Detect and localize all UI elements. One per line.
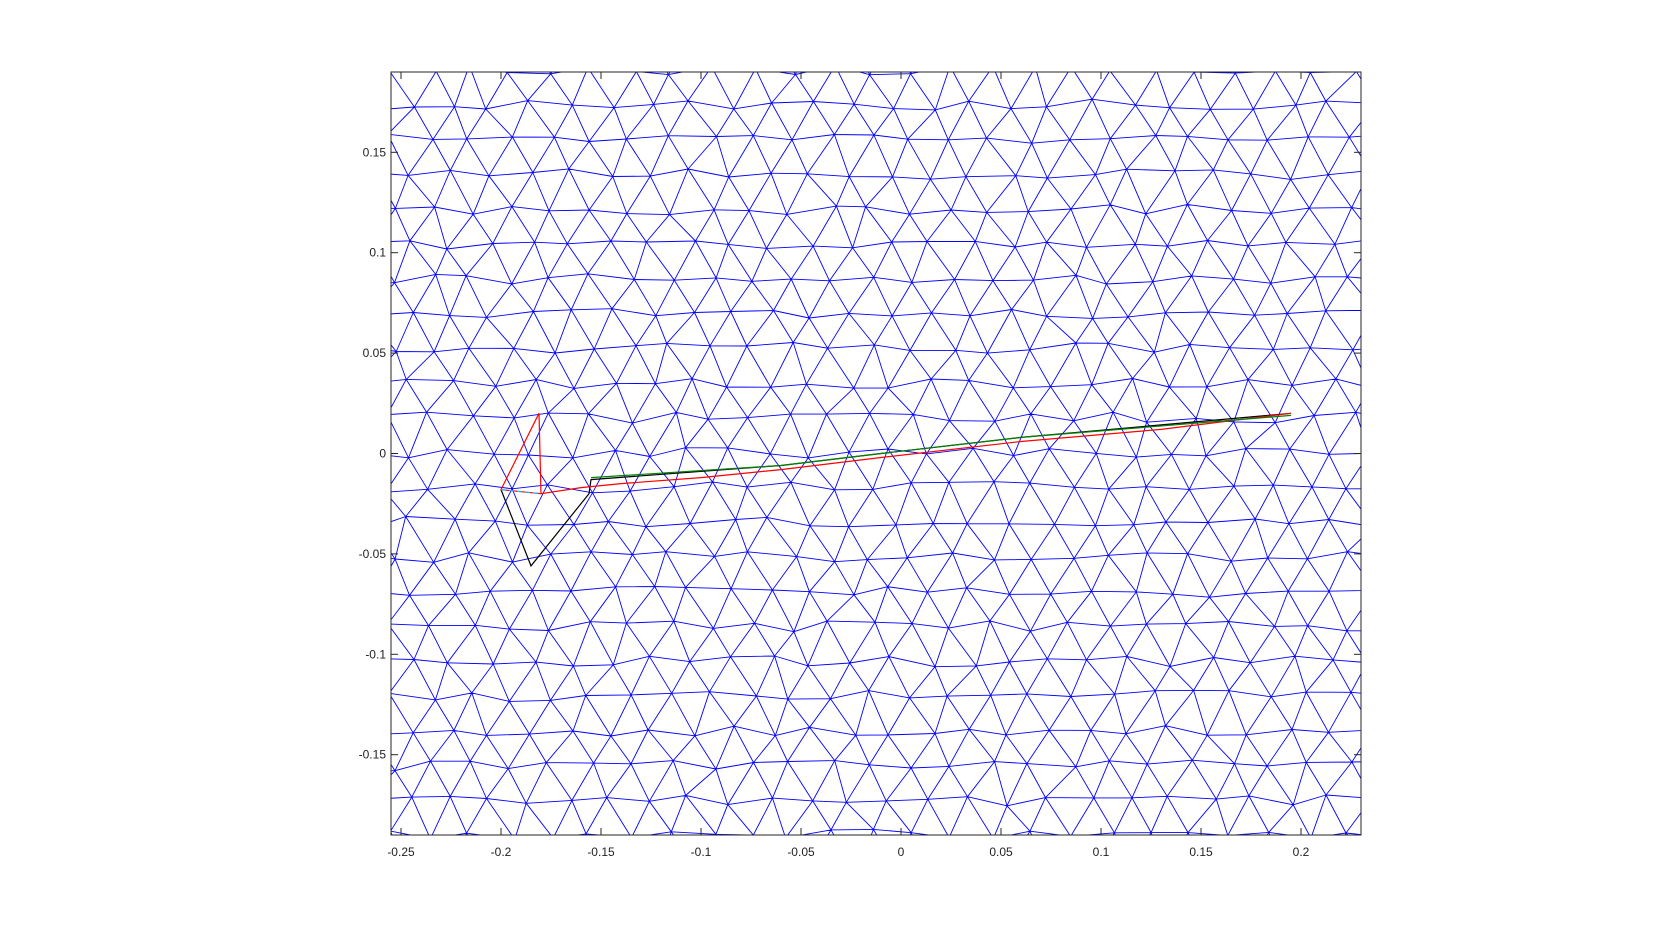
x-tick-label: 0.1 <box>1093 845 1110 859</box>
series-line-3 <box>590 414 1292 479</box>
mesh-edges <box>391 72 1361 835</box>
y-tick-label: 0.05 <box>363 346 387 360</box>
x-tick-label: -0.25 <box>387 845 415 859</box>
y-tick-label: 0.1 <box>369 246 386 260</box>
plot-area <box>390 71 1362 836</box>
x-axis-tick-labels: -0.25 -0.2 -0.15 -0.1 -0.05 0 0.05 0.1 0.15 0.2 <box>387 845 1309 859</box>
series-line-2 <box>500 412 1292 495</box>
x-tick-label: -0.1 <box>691 845 712 859</box>
y-tick-label: 0.15 <box>363 145 387 159</box>
y-axis-tick-labels: 0.15 0.1 0.05 0 -0.05 -0.1 -0.15 <box>359 145 387 761</box>
axis-ticks <box>391 72 1361 835</box>
y-tick-label: 0 <box>379 447 386 461</box>
triangular-mesh <box>391 72 1361 835</box>
x-tick-label: 0.15 <box>1189 845 1213 859</box>
x-tick-label: 0.05 <box>989 845 1013 859</box>
y-tick-label: -0.15 <box>359 748 387 762</box>
data-series <box>500 412 1292 568</box>
axes-box <box>390 71 1362 836</box>
x-tick-label: -0.15 <box>587 845 615 859</box>
y-tick-label: -0.05 <box>359 547 387 561</box>
series-line-4 <box>500 489 542 495</box>
x-tick-label: 0 <box>898 845 905 859</box>
x-tick-label: 0.2 <box>1293 845 1310 859</box>
y-tick-label: -0.1 <box>365 647 386 661</box>
x-tick-label: -0.2 <box>491 845 512 859</box>
x-tick-label: -0.05 <box>787 845 815 859</box>
